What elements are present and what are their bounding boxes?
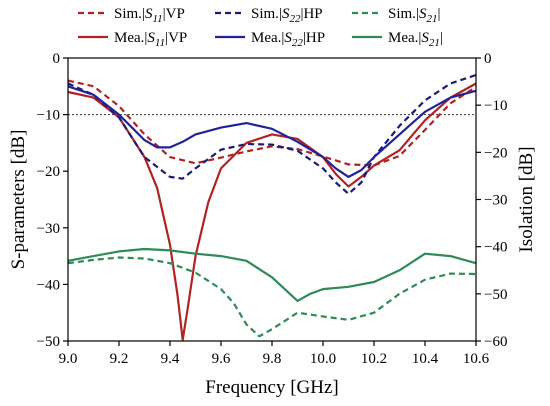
legend-item-3: Sim.|S22|HP xyxy=(215,6,323,25)
y-tick-label: −40 xyxy=(37,277,60,293)
legend-item-1: Sim.|S11|VP xyxy=(78,6,185,25)
x-tick-label: 10.6 xyxy=(463,351,490,367)
series-line-6 xyxy=(67,247,477,302)
y2-tick-label: −20 xyxy=(484,145,507,161)
series-line-3 xyxy=(67,73,477,195)
y-tick-label: 0 xyxy=(53,51,61,67)
series-line-4 xyxy=(67,85,477,178)
legend-item-4: Mea.|S22|HP xyxy=(215,30,325,49)
series-group xyxy=(67,73,477,341)
plot-frame xyxy=(67,57,477,342)
y-tick-label: −50 xyxy=(37,334,60,350)
x-tick-label: 9.2 xyxy=(110,351,129,367)
y-tick-label: −30 xyxy=(37,221,60,237)
y2-tick-label: 0 xyxy=(484,51,492,67)
series-line-2 xyxy=(67,82,477,341)
y-axis-left: 0 −10 −20 −30 −40 −50 xyxy=(37,51,68,350)
legend-label: Mea.|S11|VP xyxy=(114,30,187,49)
legend-label: Sim.|S22|HP xyxy=(251,6,323,25)
x-tick-label: 9.0 xyxy=(59,351,78,367)
x-tick-label: 10.4 xyxy=(412,351,439,367)
legend-item-5: Sim.|S21| xyxy=(352,6,440,25)
y2-tick-label: −40 xyxy=(484,240,507,256)
legend-item-2: Mea.|S11|VP xyxy=(78,30,187,49)
x-tick-label: 9.6 xyxy=(212,351,231,367)
y-axis-label: S-parameters [dB] xyxy=(8,130,29,270)
x-tick-label: 9.8 xyxy=(263,351,282,367)
x-axis-label: Frequency [GHz] xyxy=(205,377,338,398)
y2-tick-label: −10 xyxy=(484,98,507,114)
x-axis: 9.0 9.2 9.4 9.6 9.8 10.0 10.2 10.4 10.6 xyxy=(59,341,490,367)
y-axis-right: 0 −10 −20 −30 −40 −50 −60 xyxy=(476,51,507,350)
y2-tick-label: −60 xyxy=(484,334,507,350)
y-tick-label: −10 xyxy=(37,108,60,124)
y2-tick-label: −30 xyxy=(484,193,507,209)
y2-tick-label: −50 xyxy=(484,287,507,303)
x-tick-label: 10.0 xyxy=(310,351,336,367)
series-line-1 xyxy=(67,79,477,167)
series-line-5 xyxy=(67,256,477,338)
x-tick-label: 9.4 xyxy=(161,351,180,367)
x-tick-label: 10.2 xyxy=(361,351,387,367)
legend-label: Mea.|S21| xyxy=(388,30,443,49)
legend-label: Sim.|S11|VP xyxy=(114,6,185,25)
legend: Sim.|S11|VP Mea.|S11|VP Sim.|S22|HP Mea.|S2… xyxy=(78,6,443,49)
y-tick-label: −20 xyxy=(37,164,60,180)
y2-axis-label: Isolation [dB] xyxy=(516,146,537,252)
legend-label: Sim.|S21| xyxy=(388,6,440,25)
legend-label: Mea.|S22|HP xyxy=(251,30,325,49)
legend-item-6: Mea.|S21| xyxy=(352,30,443,49)
